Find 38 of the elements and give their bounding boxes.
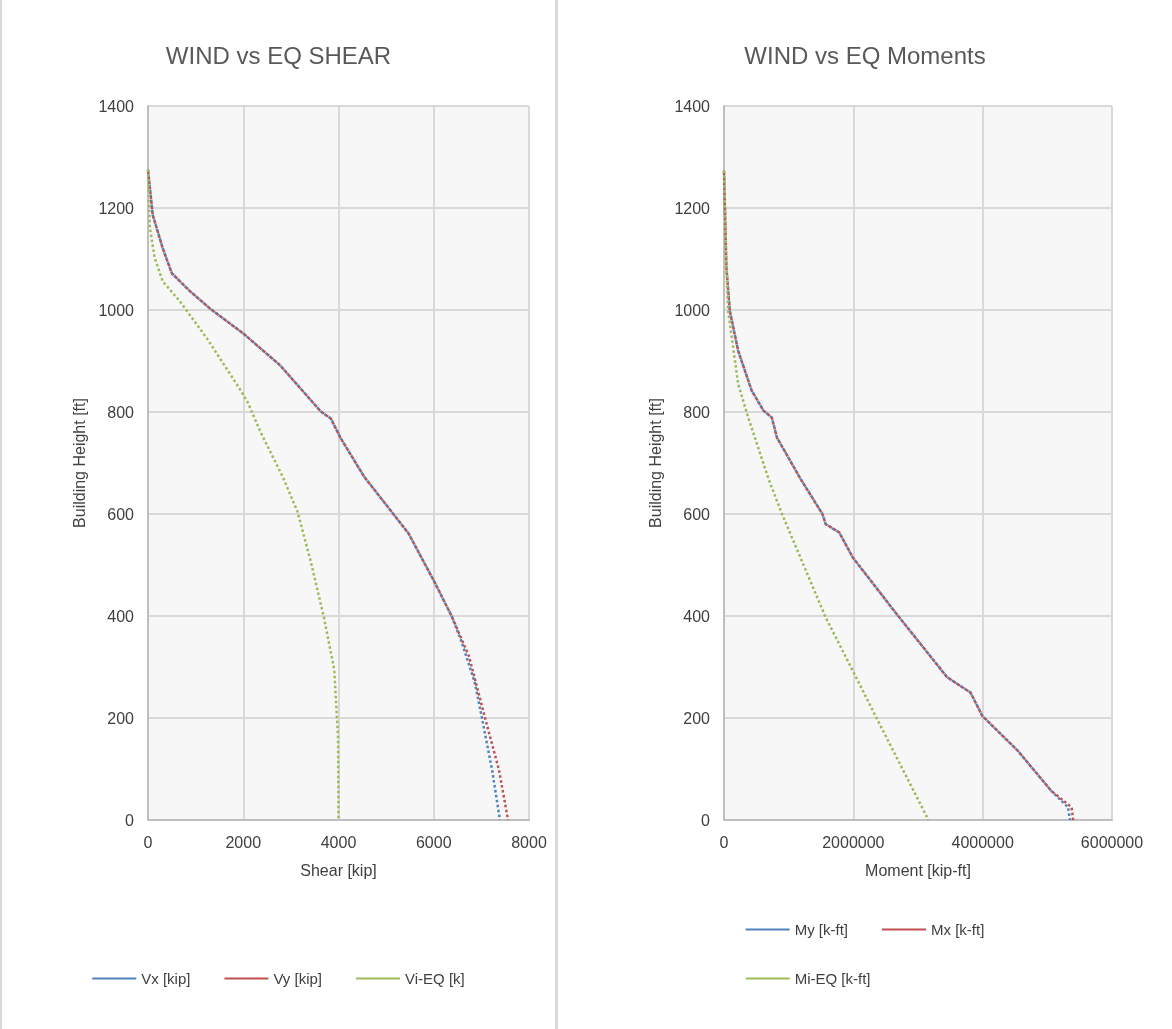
y-tick-label: 400 [683, 607, 711, 625]
legend-label: Mx [k-ft] [931, 921, 985, 938]
legend-label: Vi-EQ [k] [405, 970, 465, 987]
y-tick-label: 200 [107, 709, 135, 727]
y-tick-label: 1200 [674, 199, 711, 217]
y-tick-label: 200 [683, 709, 711, 727]
y-axis-title: Building Height [ft] [647, 398, 665, 528]
legend-label: My [k-ft] [794, 921, 848, 938]
y-tick-label: 600 [683, 505, 711, 523]
x-tick-label: 6000 [415, 833, 452, 851]
y-tick-label: 1400 [674, 97, 711, 115]
y-tick-label: 0 [701, 811, 711, 829]
chart-title: WIND vs EQ SHEAR [165, 41, 392, 69]
y-tick-label: 800 [683, 403, 711, 421]
x-tick-label: 2000000 [822, 833, 885, 851]
y-tick-label: 400 [107, 607, 135, 625]
x-axis-title: Moment [kip-ft] [865, 861, 971, 879]
y-tick-label: 1000 [674, 301, 711, 319]
y-axis-title: Building Height [ft] [71, 398, 89, 528]
x-tick-label: 2000 [225, 833, 262, 851]
x-tick-label: 4000000 [951, 833, 1014, 851]
x-tick-label: 6000000 [1080, 833, 1144, 851]
x-axis-title: Shear [kip] [300, 861, 377, 879]
x-tick-label: 4000 [320, 833, 357, 851]
x-tick-label: 8000 [511, 833, 547, 851]
chart-title: WIND vs EQ Moments [744, 41, 986, 69]
x-tick-label: 0 [143, 833, 153, 851]
legend-label: Vy [kip] [273, 970, 323, 987]
y-tick-label: 1000 [98, 301, 135, 319]
y-tick-label: 1400 [98, 97, 135, 115]
line-series [722, 169, 930, 822]
y-tick-label: 0 [125, 811, 135, 829]
legend-label: Vx [kip] [141, 970, 191, 987]
x-tick-label: 0 [719, 833, 729, 851]
legend-label: Mi-EQ [k-ft] [794, 970, 871, 987]
y-tick-label: 800 [107, 403, 135, 421]
y-tick-label: 1200 [98, 199, 135, 217]
y-tick-label: 600 [107, 505, 135, 523]
